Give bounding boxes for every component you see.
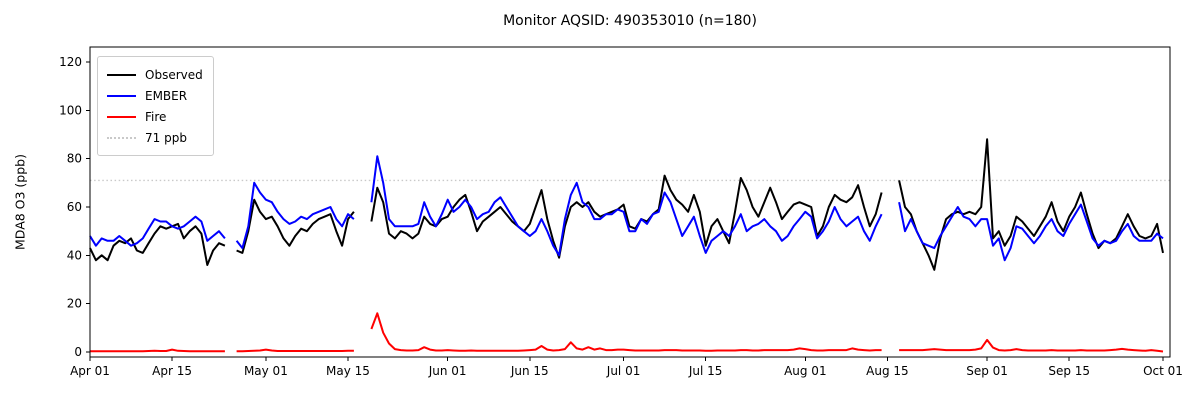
legend-swatch [107, 136, 136, 139]
chart-title: Monitor AQSID: 490353010 (n=180) [503, 13, 757, 29]
x-tick-label: Apr 15 [152, 364, 192, 378]
x-tick-label: Sep 15 [1048, 364, 1090, 378]
x-tick-label: Aug 01 [784, 364, 827, 378]
x-tick-label: Apr 01 [70, 364, 110, 378]
ember-line [370, 155, 883, 257]
fire-line [370, 312, 882, 352]
x-tick-label: May 01 [244, 364, 288, 378]
x-tick-label: Jun 15 [510, 364, 549, 378]
x-tick-label: Oct 01 [1143, 364, 1183, 378]
fire-line [236, 348, 354, 353]
ember-line [235, 181, 355, 250]
legend-item-fire: Fire [107, 106, 203, 127]
x-tick-label: Jul 01 [606, 364, 641, 378]
y-tick-label: 60 [67, 200, 82, 214]
observed-line [898, 138, 1164, 271]
ember-line [898, 202, 1164, 262]
legend-item-ember: EMBER [107, 85, 203, 106]
legend-label: Observed [145, 67, 203, 82]
x-tick-label: Aug 15 [866, 364, 909, 378]
legend: Observed EMBER Fire 71 ppb [97, 56, 214, 156]
x-tick-label: May 15 [326, 364, 370, 378]
legend-label: Fire [145, 109, 167, 124]
observed-line [370, 174, 883, 259]
legend-label: EMBER [145, 88, 188, 103]
legend-label: 71 ppb [145, 130, 187, 145]
fire-line [90, 348, 225, 353]
plot-border [89, 46, 1171, 358]
legend-item-71-ppb: 71 ppb [107, 127, 203, 148]
y-tick-label: 20 [67, 297, 82, 311]
observed-line [236, 198, 355, 254]
y-tick-label: 0 [74, 345, 82, 359]
y-tick-label: 100 [59, 103, 82, 117]
observed-line [89, 222, 226, 266]
legend-swatch [107, 73, 136, 76]
legend-swatch [107, 94, 136, 97]
legend-swatch [107, 115, 136, 118]
legend-item-observed: Observed [107, 64, 203, 85]
x-tick-label: Jun 01 [428, 364, 467, 378]
y-tick-label: 80 [67, 152, 82, 166]
ember-line [89, 215, 226, 247]
y-tick-label: 120 [59, 55, 82, 69]
y-tick-label: 40 [67, 248, 82, 262]
x-tick-label: Jul 15 [688, 364, 723, 378]
fire-line [899, 338, 1164, 353]
x-tick-label: Sep 01 [966, 364, 1008, 378]
